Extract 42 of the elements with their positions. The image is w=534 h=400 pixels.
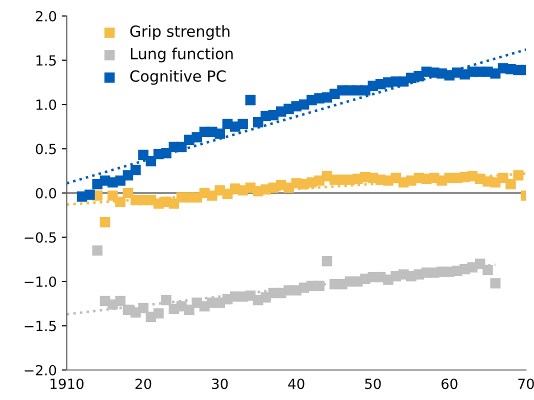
x-tick-label: 70	[518, 378, 534, 390]
point	[322, 256, 332, 266]
point	[238, 118, 248, 130]
point	[214, 128, 225, 139]
point	[161, 294, 172, 306]
x-tick-label: 20	[135, 378, 152, 390]
point	[130, 164, 141, 176]
point	[506, 179, 516, 190]
y-tick-label: 2.0	[36, 10, 56, 22]
point	[168, 198, 180, 209]
y-tick-label: −1.5	[24, 320, 56, 332]
point	[314, 280, 324, 292]
x-tick-label: 40	[288, 378, 304, 390]
y-tick-label: 0.5	[36, 144, 56, 154]
point	[84, 190, 95, 200]
x-tick-label: 1910	[50, 378, 84, 390]
point	[115, 296, 126, 306]
legend-label: Grip strength	[130, 25, 230, 40]
y-tick-label: −1.0	[24, 276, 56, 287]
x-tick-label: 50	[365, 378, 381, 390]
point	[138, 302, 148, 314]
point	[100, 217, 110, 228]
x-tick-label: 30	[212, 378, 228, 390]
point	[146, 156, 156, 166]
y-tick-label: 1.0	[36, 99, 56, 110]
point	[115, 196, 126, 207]
legend-label: Cognitive PC	[130, 70, 226, 85]
point	[490, 278, 501, 288]
point	[513, 170, 524, 180]
y-tick-label: −0.5	[24, 232, 56, 243]
point	[161, 148, 172, 158]
point	[92, 245, 103, 256]
point	[245, 94, 256, 106]
y-tick-label: 0.0	[36, 188, 56, 198]
point	[184, 304, 194, 315]
legend-label: Lung function	[130, 48, 233, 62]
y-tick-label: 1.5	[36, 55, 56, 66]
x-tick-label: 60	[442, 378, 458, 390]
point	[153, 308, 164, 319]
point	[138, 150, 148, 160]
y-tick-label: −2.0	[24, 364, 56, 376]
point	[482, 264, 493, 276]
